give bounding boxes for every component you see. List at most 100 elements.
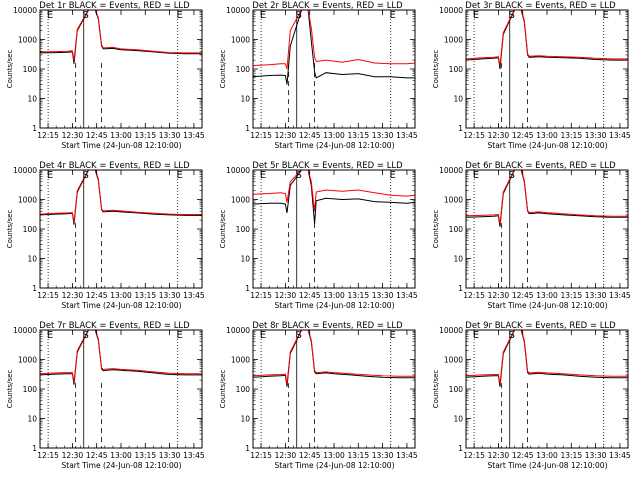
- marker-label: E: [390, 10, 396, 21]
- series-line-lld: [40, 170, 202, 223]
- plot-frame: [465, 169, 629, 289]
- y-tick-label: 10000: [439, 6, 463, 15]
- series-group: [253, 170, 415, 224]
- marker-label: E: [473, 170, 479, 181]
- y-tick-label: 1000: [444, 196, 463, 205]
- panel-title: Det 5r BLACK = Events, RED = LLD: [252, 161, 403, 171]
- marker-label: E: [260, 170, 266, 181]
- y-tick-label: 100: [236, 65, 251, 74]
- y-tick-label: 10000: [226, 166, 250, 175]
- x-tick-label: 13:30: [372, 451, 394, 460]
- y-tick-label: 10000: [439, 166, 463, 175]
- x-tick-label: 12:45: [299, 131, 321, 140]
- series-group: [253, 330, 415, 387]
- plot-frame: [465, 9, 629, 129]
- series-line-lld: [466, 170, 628, 224]
- event-marker-lines: [47, 330, 179, 448]
- y-tick-label: 100: [449, 385, 464, 394]
- event-marker-lines: [47, 170, 179, 288]
- plot-frame: [39, 9, 203, 129]
- event-marker-lines: [260, 170, 392, 288]
- x-tick-label: 12:15: [463, 131, 485, 140]
- y-axis-label: Counts/sec: [6, 370, 14, 409]
- x-tick-label: 13:30: [159, 451, 181, 460]
- y-axis-label: Counts/sec: [432, 370, 440, 409]
- x-tick-label: 13:15: [560, 131, 582, 140]
- marker-label: E: [603, 330, 609, 341]
- x-tick-label: 12:15: [250, 131, 272, 140]
- y-tick-label: 100: [449, 65, 464, 74]
- series-group: [466, 330, 628, 387]
- x-tick-label: 12:30: [275, 131, 297, 140]
- panel-title: Det 7r BLACK = Events, RED = LLD: [39, 321, 190, 331]
- y-axis-label: Counts/sec: [219, 210, 227, 249]
- y-tick-label: 10: [240, 95, 250, 104]
- x-tick-label: 12:30: [488, 131, 510, 140]
- marker-label: S: [83, 170, 89, 181]
- marker-label: S: [83, 330, 89, 341]
- marker-label: E: [603, 170, 609, 181]
- x-tick-label: 13:30: [585, 131, 607, 140]
- x-tick-label: 12:15: [37, 451, 59, 460]
- series-group: [466, 170, 628, 227]
- y-axis-label: Counts/sec: [219, 50, 227, 89]
- x-tick-label: 12:45: [512, 291, 534, 300]
- x-tick-label: 13:00: [323, 451, 345, 460]
- event-marker-lines: [473, 170, 605, 288]
- x-tick-label: 13:00: [536, 131, 558, 140]
- marker-label: E: [603, 10, 609, 21]
- event-marker-lines: [260, 330, 392, 448]
- series-line-lld: [40, 330, 202, 383]
- marker-label: E: [390, 170, 396, 181]
- y-axis-label: Counts/sec: [219, 370, 227, 409]
- x-tick-label: 12:45: [299, 291, 321, 300]
- series-line-lld: [253, 330, 415, 384]
- y-tick-label: 1000: [444, 36, 463, 45]
- y-tick-label: 100: [449, 225, 464, 234]
- y-tick-label: 1: [32, 124, 37, 133]
- plot-frame: [252, 9, 416, 129]
- x-tick-label: 12:45: [86, 451, 108, 460]
- series-group: [40, 170, 202, 225]
- plot-frame: [465, 329, 629, 449]
- x-axis-label: Start Time (24-Jun-08 12:10:00): [488, 141, 608, 150]
- x-tick-label: 13:30: [372, 131, 394, 140]
- series-group: [40, 10, 202, 64]
- plot-frame: [252, 329, 416, 449]
- event-marker-lines: [260, 10, 392, 128]
- y-tick-label: 100: [23, 225, 38, 234]
- x-tick-label: 13:00: [323, 131, 345, 140]
- x-tick-label: 13:15: [347, 131, 369, 140]
- x-tick-label: 13:15: [134, 291, 156, 300]
- x-tick-label: 13:00: [110, 131, 132, 140]
- plot-frame: [39, 329, 203, 449]
- marker-label: E: [473, 330, 479, 341]
- y-tick-label: 1000: [18, 36, 37, 45]
- x-tick-label: 13:30: [372, 291, 394, 300]
- y-tick-label: 10000: [13, 166, 37, 175]
- y-tick-label: 10000: [439, 326, 463, 335]
- x-axis-label: Start Time (24-Jun-08 12:10:00): [62, 141, 182, 150]
- x-tick-label: 13:45: [396, 451, 418, 460]
- x-tick-label: 12:45: [512, 131, 534, 140]
- y-tick-label: 100: [23, 385, 38, 394]
- x-tick-label: 13:15: [134, 131, 156, 140]
- panel-title: Det 3r BLACK = Events, RED = LLD: [465, 1, 616, 11]
- x-tick-label: 13:00: [323, 291, 345, 300]
- x-tick-label: 13:45: [396, 291, 418, 300]
- x-tick-label: 13:30: [585, 451, 607, 460]
- x-tick-label: 12:45: [86, 291, 108, 300]
- y-tick-label: 100: [236, 225, 251, 234]
- y-tick-label: 1: [458, 444, 463, 453]
- marker-label: E: [47, 10, 53, 21]
- panel-title: Det 8r BLACK = Events, RED = LLD: [252, 321, 403, 331]
- x-tick-label: 12:15: [250, 451, 272, 460]
- series-line-lld: [466, 10, 628, 66]
